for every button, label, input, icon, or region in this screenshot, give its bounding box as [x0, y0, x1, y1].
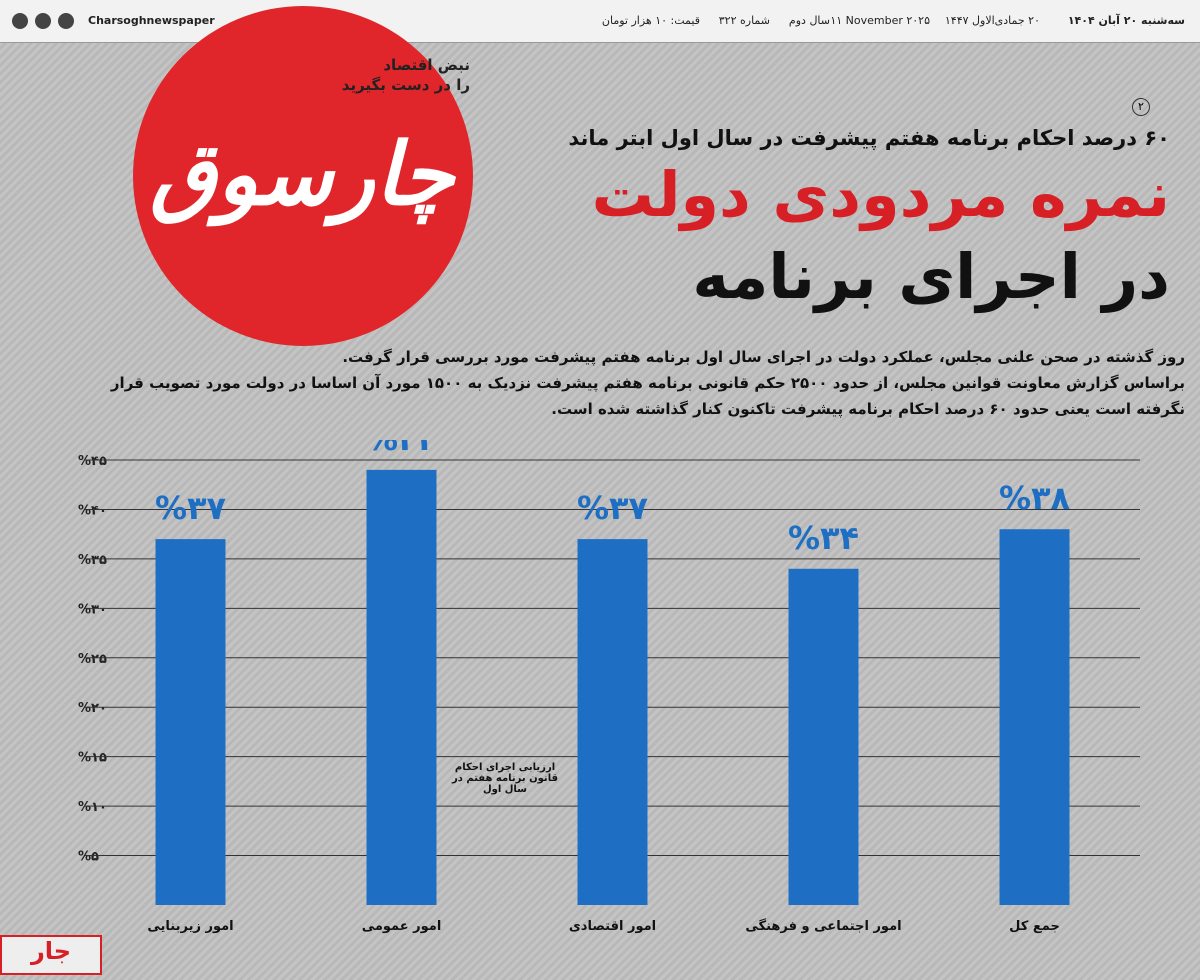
issue: شماره ۳۲۲ [718, 14, 770, 27]
year: سال دوم [788, 14, 830, 27]
bar [155, 539, 226, 905]
body-text: براساس گزارش معاونت قوانین مجلس، از حدود… [110, 374, 1185, 392]
slogan: را در دست بگیرید [341, 76, 470, 94]
y-tick-label: %۵ [78, 850, 99, 865]
y-tick-label: %۲۰ [78, 701, 107, 716]
bar [999, 529, 1070, 905]
value-label: %۴۴ [366, 440, 437, 458]
x-tick-label: امور عمومی [362, 919, 442, 934]
bar [788, 568, 859, 905]
footer-tag: جار [0, 935, 102, 975]
body-text: نگرفته است یعنی حدود ۶۰ درصد احکام برنام… [551, 400, 1185, 418]
x-tick-label: جمع کل [1009, 919, 1060, 934]
y-tick-label: %۴۵ [78, 454, 107, 469]
chart: %۵ %۱۰ %۱۵ %۲۰ %۲۵ %۳۰ %۳۵ %۴۰ %۴۵ امور زیربنایی%… [78, 440, 1140, 934]
icon-telegram[interactable] [58, 13, 74, 29]
x-tick-label: امور اقتصادی [569, 919, 656, 934]
y-tick-label: %۳۰ [78, 602, 107, 617]
date-en: ۱۱ November ۲۰۲۵ [830, 14, 930, 27]
body-text: روز گذشته در صحن علنی مجلس، عملکرد دولت … [342, 348, 1185, 366]
date-fa: سه‌شنبه ۲۰ آبان ۱۴۰۴ [1067, 14, 1185, 27]
icon-x[interactable] [12, 13, 28, 29]
y-tick-label: %۱۰ [78, 800, 107, 815]
x-tick-label: امور زیربنایی [147, 919, 233, 934]
bar [577, 539, 648, 905]
y-tick-label: %۳۵ [78, 553, 107, 568]
icon-instagram[interactable] [35, 13, 51, 29]
slogan: نبض اقتصاد [383, 56, 470, 74]
y-tick-label: %۲۵ [78, 652, 107, 667]
value-label: %۳۷ [577, 489, 649, 527]
headline: نمره مردودی دولت [591, 158, 1170, 231]
value-label: %۳۷ [155, 489, 227, 527]
value-label: %۳۸ [999, 479, 1071, 517]
date-hijri: ۲۰ جمادی‌الاول ۱۴۴۷ [944, 14, 1040, 27]
top-bar: سه‌شنبه ۲۰ آبان ۱۴۰۴ ۲۰ جمادی‌الاول ۱۴۴۷… [0, 0, 1200, 43]
bar [366, 469, 437, 905]
x-tick-label: امور اجتماعی و فرهنگی [745, 918, 901, 934]
value-label: %۳۴ [788, 519, 859, 557]
y-tick-label: %۱۵ [78, 751, 107, 766]
kicker: ۶۰ درصد احکام برنامه هفتم پیشرفت در سال … [568, 126, 1170, 150]
logo: چارسوق [150, 125, 455, 225]
price: قیمت: ۱۰ هزار تومان [601, 14, 700, 27]
y-tick-label: %۴۰ [78, 503, 107, 518]
page-number: ۲ [1132, 98, 1150, 116]
logo-circle [133, 6, 473, 346]
chart-annotation: ارزیابی اجرای احکام قانون برنامه هفتم در… [452, 762, 558, 795]
handle: Charsoghnewspaper [88, 14, 215, 27]
headline: در اجرای برنامه [692, 240, 1170, 313]
